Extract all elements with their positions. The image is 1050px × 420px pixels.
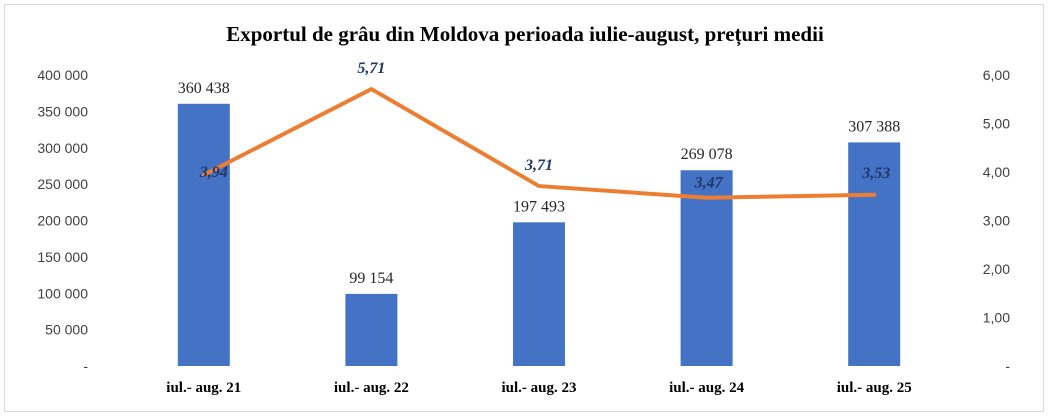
bar-data-labels: 360 438 99 154 197 493 269 078 307 388 bbox=[178, 80, 900, 287]
price-line bbox=[201, 87, 877, 200]
y-right-tick-label: 1,00 bbox=[983, 310, 1010, 326]
bar-data-label: 307 388 bbox=[848, 118, 900, 135]
y-left-tick-label: 300 000 bbox=[37, 140, 88, 156]
bar-data-label: 269 078 bbox=[681, 146, 733, 163]
line-data-label: 3,94 bbox=[199, 164, 228, 181]
y-right-tick-label: 5,00 bbox=[983, 116, 1010, 132]
bar bbox=[345, 293, 398, 366]
bar bbox=[177, 103, 230, 366]
y-right-tick-label: 4,00 bbox=[983, 164, 1010, 180]
y-right-tick-label: 2,00 bbox=[983, 261, 1010, 277]
y-left-tick-label: - bbox=[83, 358, 88, 374]
y-left-tick-label: 400 000 bbox=[37, 67, 88, 83]
y-left-tick-label: 150 000 bbox=[37, 249, 88, 265]
x-category-label: iul.- aug. 23 bbox=[501, 380, 576, 396]
line-data-label: 5,71 bbox=[357, 60, 385, 77]
bar bbox=[848, 142, 901, 366]
bar-data-label: 197 493 bbox=[513, 198, 565, 215]
bar bbox=[680, 170, 733, 366]
line-data-labels: 3,94 5,71 3,71 3,47 3,53 bbox=[199, 60, 890, 192]
y-right-tick-label: - bbox=[1005, 358, 1010, 374]
line-data-label: 3,53 bbox=[861, 165, 890, 182]
x-category-label: iul.- aug. 24 bbox=[669, 380, 745, 396]
y-left-tick-label: 200 000 bbox=[37, 213, 88, 229]
chart-title: Exportul de grâu din Moldova perioada iu… bbox=[226, 22, 824, 46]
x-category-label: iul.- aug. 22 bbox=[334, 380, 409, 396]
x-category-label: iul.- aug. 25 bbox=[837, 380, 912, 396]
y-left-tick-label: 50 000 bbox=[45, 322, 88, 338]
x-category-label: iul.- aug. 21 bbox=[166, 380, 241, 396]
y-axis-right: - 1,00 2,00 3,00 4,00 5,00 6,00 bbox=[983, 67, 1011, 374]
bar-data-label: 99 154 bbox=[349, 270, 393, 287]
bar bbox=[513, 222, 565, 366]
line-data-label: 3,47 bbox=[694, 175, 724, 192]
line-series bbox=[201, 87, 877, 200]
y-left-tick-label: 350 000 bbox=[37, 103, 88, 119]
y-left-tick-label: 250 000 bbox=[37, 176, 88, 192]
line-data-label: 3,71 bbox=[524, 157, 553, 174]
bar-data-label: 360 438 bbox=[178, 80, 230, 97]
y-left-tick-label: 100 000 bbox=[37, 285, 88, 301]
bar-series bbox=[177, 103, 901, 366]
y-right-tick-label: 3,00 bbox=[983, 213, 1010, 229]
x-axis-categories: iul.- aug. 21 iul.- aug. 22 iul.- aug. 23 i… bbox=[166, 380, 911, 396]
y-right-tick-label: 6,00 bbox=[983, 67, 1010, 83]
y-axis-left: - 50 000 100 000 150 000 200 000 250 000 300 0… bbox=[37, 67, 88, 374]
